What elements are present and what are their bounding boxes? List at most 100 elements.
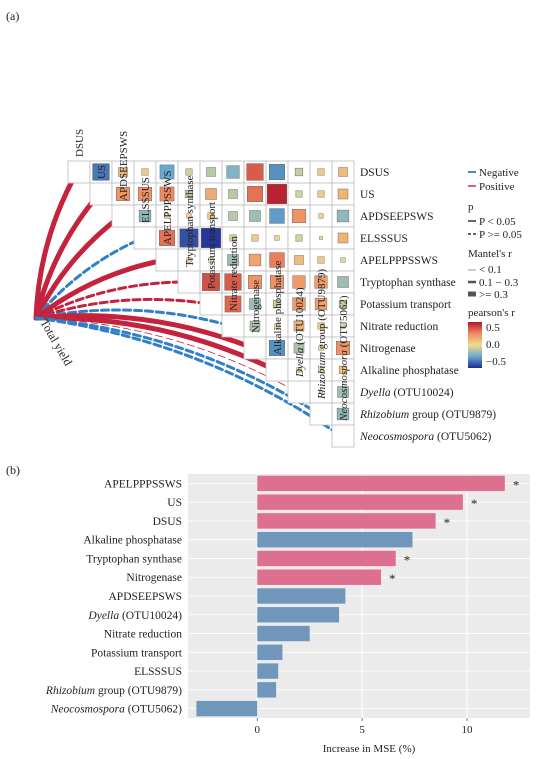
- heatmap-cell-square: [138, 209, 152, 223]
- heatmap-cell-frame: [265, 358, 289, 382]
- heatmap-cell-frame: [309, 402, 333, 426]
- bar: [257, 550, 396, 567]
- heatmap-column-labels: DSUS US APDSEEPSWS ELSSSUS APELPPPSSWS Trypto…: [74, 129, 350, 422]
- row-label: DSUS: [360, 167, 389, 179]
- legend-p-ge-label: P >= 0.05: [479, 229, 522, 241]
- bar-label-suffix: (OTU10024): [119, 610, 182, 622]
- heatmap-cell-square: [340, 323, 346, 329]
- heatmap-cell: [331, 336, 355, 360]
- heatmap-cell: [221, 182, 245, 206]
- panel-a-label: (a): [6, 9, 19, 23]
- bar: [257, 494, 463, 510]
- heatmap-cell: [243, 336, 267, 360]
- bar-label-text: US: [167, 497, 182, 509]
- significance-star: *: [513, 477, 520, 492]
- column-label-italic: Dyella: [294, 347, 306, 378]
- heatmap-cell: [243, 248, 267, 272]
- column-label: Dyella (OTU10024): [294, 287, 306, 378]
- heatmap-cell-square: [292, 275, 306, 289]
- bar-label: Rhizobium group (OTU9879): [45, 685, 182, 697]
- bar-label-suffix: (OTU5062): [125, 704, 182, 716]
- heatmap-cell: [331, 402, 355, 426]
- legend-mantel-ge03-label: >= 0.3: [479, 289, 508, 301]
- bar-label-text: ELSSSUS: [134, 666, 182, 678]
- heatmap-cell-square: [272, 299, 282, 309]
- x-tick-label: 5: [359, 724, 365, 736]
- row-label: Tryptophan synthase: [360, 277, 456, 289]
- mantel-link: [33, 213, 124, 321]
- heatmap-cell: [309, 402, 333, 426]
- mantel-link: [33, 191, 102, 321]
- column-label-suffix: (OTU10024): [294, 287, 306, 348]
- heatmap-cell-frame: [177, 270, 201, 294]
- heatmap-cell-square: [159, 186, 175, 202]
- heatmap-cell-square: [294, 167, 304, 177]
- heatmap-cell-square: [293, 342, 305, 354]
- column-label-suffix: (OTU5062): [338, 295, 350, 350]
- row-label-text: Nitrate reduction: [360, 321, 438, 333]
- heatmap-cell: [309, 226, 333, 250]
- mantel-link: [34, 316, 321, 416]
- heatmap-cell: [199, 226, 223, 250]
- heatmap-cell-square: [336, 407, 350, 421]
- column-label: Rhizobium group (OTU9879): [316, 269, 328, 400]
- heatmap-cell: [199, 160, 223, 184]
- heatmap-cell-square: [207, 212, 215, 220]
- column-label: Tryptophan synthase: [184, 175, 196, 267]
- bar-label-italic: Neocosmospora: [50, 704, 125, 716]
- heatmap-cell-square: [319, 390, 323, 394]
- heatmap-cell-square: [269, 208, 285, 224]
- column-label: Alkaline phosphatase: [272, 260, 284, 355]
- heatmap-cell: [331, 424, 355, 448]
- heatmap-cell-frame: [243, 336, 267, 360]
- row-label-text: APELPPPSSWS: [360, 255, 438, 267]
- heatmap-cell-square: [338, 365, 348, 375]
- heatmap-cell-square: [269, 164, 285, 180]
- column-label-text: Potassium transport: [206, 202, 218, 289]
- column-label: Nitrate reduction: [228, 236, 240, 311]
- heatmap-cell-square: [337, 188, 349, 200]
- bar-label-suffix: group (OTU9879): [95, 685, 182, 697]
- heatmap-cell-square: [317, 168, 325, 176]
- row-label: Rhizobium group (OTU9879): [359, 409, 496, 421]
- row-label-text: Tryptophan synthase: [360, 277, 456, 289]
- heatmap-cell: [265, 270, 289, 294]
- heatmap-cell-square: [249, 298, 261, 310]
- heatmap-cell: [287, 248, 311, 272]
- row-label: APELPPPSSWS: [360, 255, 438, 267]
- heatmap-cell-square: [186, 257, 192, 263]
- heatmap-cell-frame: [89, 182, 113, 206]
- x-tick-label: 10: [462, 724, 474, 736]
- legend-p-title: p: [468, 201, 474, 213]
- column-label-text: APDSEEPSWS: [118, 131, 130, 201]
- heatmap-cell: [331, 160, 355, 184]
- heatmap-cell-square: [292, 209, 306, 223]
- bar-label-text: Potassium transport: [91, 647, 183, 659]
- heatmap-cell: [331, 248, 355, 272]
- heatmap-cell-square: [228, 211, 238, 221]
- heatmap-cell-square: [314, 297, 328, 311]
- heatmap-cell-square: [338, 299, 348, 309]
- heatmap-cell-square: [208, 257, 214, 263]
- significance-star: *: [444, 515, 451, 530]
- heatmap-cell: [287, 204, 311, 228]
- bar: [257, 588, 346, 604]
- column-label-italic: Rhizobium: [316, 352, 328, 400]
- heatmap-cell-frame: [155, 248, 179, 272]
- heatmap-cell-square: [247, 186, 263, 202]
- bar-label: APELPPPSSWS: [104, 478, 182, 490]
- heatmap-cell: [133, 226, 157, 250]
- heatmap-cell-square: [201, 228, 221, 248]
- heatmap-cell-square: [186, 213, 192, 219]
- panel-b-label: (b): [6, 463, 20, 477]
- heatmap-cell: [199, 292, 223, 316]
- heatmap-cell-square: [248, 275, 262, 289]
- heatmap-cell-frame: [67, 160, 91, 184]
- row-label: US: [360, 189, 375, 201]
- bar: [257, 625, 310, 642]
- heatmap-cell-square: [340, 257, 346, 263]
- row-label-text: US: [360, 189, 375, 201]
- heatmap-cell: [265, 226, 289, 250]
- column-label: ELSSSUS: [140, 177, 152, 223]
- pearson-tick-neg-0-5: −0.5: [486, 356, 506, 368]
